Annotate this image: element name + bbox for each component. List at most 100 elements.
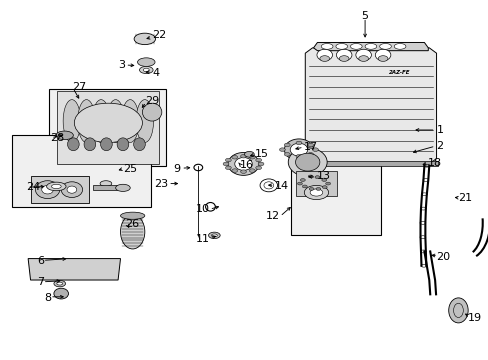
Ellipse shape — [315, 188, 320, 190]
Ellipse shape — [255, 166, 261, 170]
Ellipse shape — [287, 148, 326, 176]
Text: 12: 12 — [265, 211, 280, 221]
Ellipse shape — [377, 56, 387, 62]
Ellipse shape — [249, 169, 255, 172]
Ellipse shape — [365, 44, 376, 49]
Ellipse shape — [325, 182, 330, 185]
Text: 28: 28 — [50, 133, 64, 143]
Ellipse shape — [74, 103, 142, 143]
Ellipse shape — [258, 162, 264, 166]
Ellipse shape — [67, 186, 77, 193]
Text: 29: 29 — [144, 96, 159, 107]
Ellipse shape — [116, 184, 130, 192]
Bar — [48, 89, 166, 166]
Ellipse shape — [134, 33, 155, 45]
Ellipse shape — [54, 280, 65, 287]
Ellipse shape — [350, 44, 362, 49]
Ellipse shape — [316, 49, 332, 61]
Polygon shape — [305, 48, 436, 164]
Polygon shape — [57, 91, 159, 164]
Ellipse shape — [41, 185, 53, 194]
Ellipse shape — [211, 234, 217, 237]
Ellipse shape — [379, 44, 390, 49]
Ellipse shape — [304, 185, 328, 200]
Ellipse shape — [295, 154, 301, 158]
Ellipse shape — [100, 181, 112, 186]
Text: 8: 8 — [44, 293, 51, 303]
Text: 18: 18 — [427, 158, 442, 168]
Ellipse shape — [255, 158, 261, 162]
Ellipse shape — [223, 162, 228, 166]
Text: 6: 6 — [37, 256, 44, 266]
Ellipse shape — [284, 143, 289, 147]
Ellipse shape — [264, 182, 273, 189]
Text: 1: 1 — [436, 125, 443, 135]
Ellipse shape — [136, 100, 153, 143]
Ellipse shape — [309, 189, 322, 196]
Ellipse shape — [208, 232, 220, 239]
Text: 9: 9 — [173, 164, 180, 174]
Text: 13: 13 — [316, 171, 330, 181]
Ellipse shape — [336, 49, 351, 61]
Text: 19: 19 — [467, 312, 481, 323]
Ellipse shape — [314, 176, 319, 179]
Ellipse shape — [284, 153, 289, 156]
Polygon shape — [28, 258, 120, 280]
Ellipse shape — [312, 148, 318, 152]
Ellipse shape — [307, 153, 313, 156]
Ellipse shape — [225, 158, 231, 162]
Ellipse shape — [227, 153, 259, 175]
Ellipse shape — [448, 298, 467, 323]
Text: 27: 27 — [72, 82, 86, 92]
Ellipse shape — [51, 184, 61, 189]
Bar — [290, 143, 380, 235]
Ellipse shape — [120, 215, 144, 249]
Ellipse shape — [249, 156, 255, 159]
Text: 22: 22 — [152, 30, 166, 40]
Ellipse shape — [284, 139, 313, 160]
Ellipse shape — [321, 44, 332, 49]
Ellipse shape — [231, 169, 237, 172]
Text: 10: 10 — [195, 204, 209, 214]
Text: 7: 7 — [37, 277, 44, 287]
Ellipse shape — [279, 148, 285, 152]
Text: 24: 24 — [26, 182, 40, 192]
Ellipse shape — [67, 138, 79, 151]
Ellipse shape — [54, 288, 68, 299]
Ellipse shape — [240, 170, 246, 174]
Ellipse shape — [231, 156, 237, 159]
Text: 26: 26 — [125, 219, 139, 229]
Ellipse shape — [393, 44, 405, 49]
Ellipse shape — [107, 100, 124, 143]
Ellipse shape — [46, 182, 66, 191]
Bar — [304, 161, 437, 166]
Text: 5: 5 — [361, 11, 367, 21]
Text: 21: 21 — [458, 193, 471, 203]
Ellipse shape — [139, 66, 153, 73]
Text: 23: 23 — [154, 179, 168, 189]
Text: 25: 25 — [122, 163, 137, 174]
Ellipse shape — [137, 58, 155, 66]
Ellipse shape — [322, 186, 326, 189]
Ellipse shape — [121, 100, 139, 143]
Ellipse shape — [307, 175, 312, 178]
Ellipse shape — [244, 152, 254, 157]
Ellipse shape — [133, 138, 145, 151]
Ellipse shape — [57, 282, 62, 285]
Ellipse shape — [84, 138, 96, 151]
Text: 3: 3 — [118, 60, 125, 70]
Ellipse shape — [374, 49, 390, 61]
Ellipse shape — [358, 56, 368, 62]
Text: 2: 2 — [436, 141, 443, 151]
Ellipse shape — [295, 153, 319, 171]
Ellipse shape — [321, 179, 326, 181]
Ellipse shape — [308, 188, 313, 190]
Ellipse shape — [319, 56, 329, 62]
Text: 17: 17 — [303, 142, 317, 152]
Ellipse shape — [355, 49, 371, 61]
Text: 15: 15 — [255, 149, 269, 159]
Text: 14: 14 — [274, 181, 288, 191]
Ellipse shape — [101, 138, 112, 151]
Ellipse shape — [307, 143, 313, 147]
Text: 11: 11 — [195, 234, 209, 244]
